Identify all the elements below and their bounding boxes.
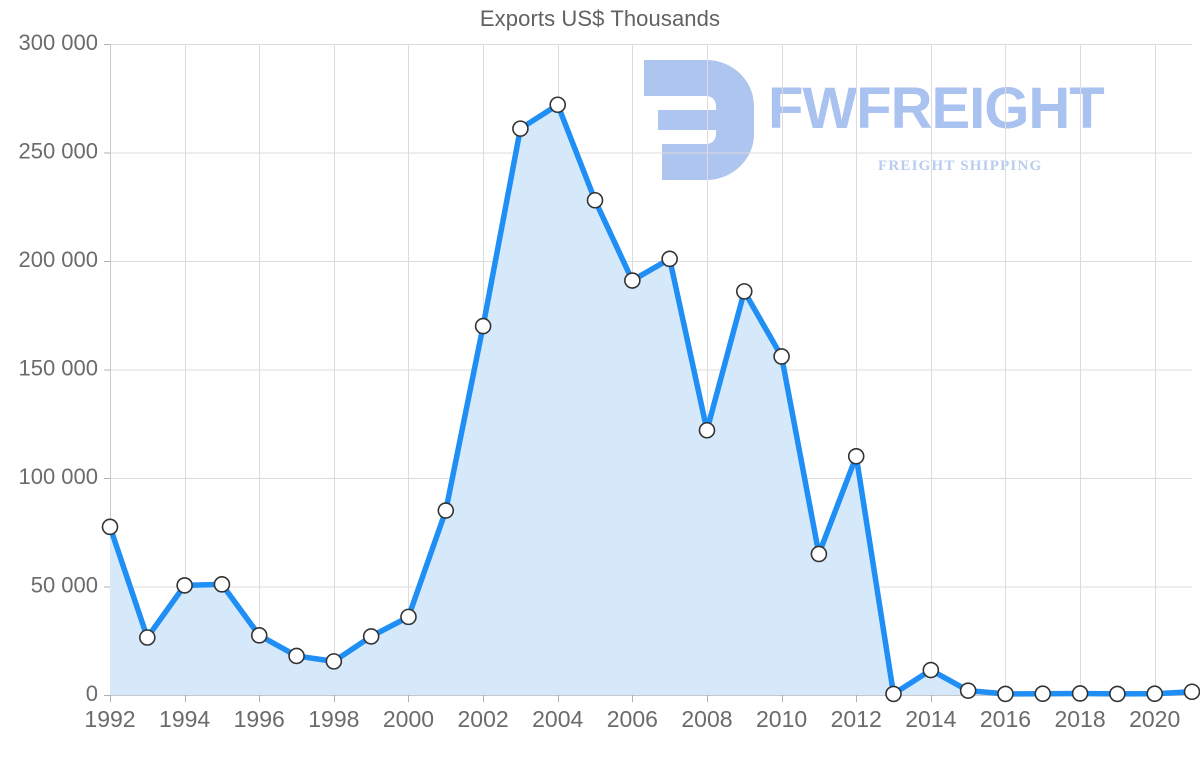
data-point-2018[interactable] <box>1071 685 1089 702</box>
data-point-2009[interactable] <box>735 283 753 300</box>
chart-title: Exports US$ Thousands <box>479 6 721 31</box>
x-tick-label: 2006 <box>607 706 658 732</box>
y-tick-label: 300 000 <box>18 30 98 55</box>
data-point-2013[interactable] <box>885 685 902 703</box>
x-axis-labels: 1992 1994 1996 1998 2000 2002 2004 2006 2008 2010… <box>84 706 1180 732</box>
data-point-2011[interactable] <box>810 545 828 563</box>
y-tick-label: 0 <box>86 681 98 706</box>
data-point-2001[interactable] <box>437 502 455 519</box>
data-point-2019[interactable] <box>1109 685 1126 703</box>
data-point-2021[interactable] <box>1183 683 1200 701</box>
x-tick-label: 2012 <box>831 706 882 732</box>
data-point-1996[interactable] <box>250 627 268 644</box>
x-tick-label: 1994 <box>159 706 210 732</box>
x-tick-label: 2000 <box>383 706 434 732</box>
data-point-2010[interactable] <box>773 348 790 365</box>
data-point-2016[interactable] <box>997 685 1014 703</box>
data-point-2008[interactable] <box>698 421 716 439</box>
data-point-2007[interactable] <box>661 250 678 268</box>
data-point-2003[interactable] <box>512 120 529 137</box>
x-tick-label: 2008 <box>681 706 732 732</box>
data-point-1994[interactable] <box>176 577 193 594</box>
x-tick-label: 1996 <box>234 706 285 732</box>
x-tick-label: 2016 <box>980 706 1031 732</box>
data-point-1999[interactable] <box>362 628 380 645</box>
y-tick-label: 250 000 <box>18 138 98 163</box>
y-tick-label: 200 000 <box>18 247 98 272</box>
y-tick-label: 100 000 <box>18 464 98 489</box>
series-markers[interactable] <box>101 96 1200 703</box>
y-tick-label: 150 000 <box>18 355 98 380</box>
x-tick-label: 1998 <box>308 706 359 732</box>
x-tick-label: 2020 <box>1129 706 1180 732</box>
x-tick-label: 1992 <box>84 706 135 732</box>
data-point-1995[interactable] <box>213 576 231 593</box>
data-point-2004[interactable] <box>549 96 567 114</box>
data-point-2006[interactable] <box>624 272 641 289</box>
y-tick-label: 50 000 <box>31 572 98 597</box>
data-point-2020[interactable] <box>1146 685 1163 703</box>
data-point-1998[interactable] <box>325 653 343 670</box>
data-point-2017[interactable] <box>1034 685 1052 703</box>
x-tick-label: 2018 <box>1054 706 1105 732</box>
x-tick-label: 2002 <box>458 706 509 732</box>
data-point-2002[interactable] <box>474 317 492 335</box>
y-axis-labels: 0 50 000 100 000 150 000 200 000 250 000 300 0… <box>18 30 98 706</box>
data-point-2005[interactable] <box>586 191 604 209</box>
series-area <box>110 104 1192 695</box>
data-point-2000[interactable] <box>400 608 417 626</box>
data-point-1992[interactable] <box>101 518 119 536</box>
data-point-1993[interactable] <box>139 629 156 646</box>
data-point-2015[interactable] <box>959 682 977 699</box>
data-point-1997[interactable] <box>288 647 305 665</box>
data-point-2014[interactable] <box>922 661 940 679</box>
x-tick-label: 2004 <box>532 706 583 732</box>
x-tick-label: 2014 <box>905 706 956 732</box>
x-tick-label: 2010 <box>756 706 807 732</box>
data-point-2012[interactable] <box>847 447 865 465</box>
